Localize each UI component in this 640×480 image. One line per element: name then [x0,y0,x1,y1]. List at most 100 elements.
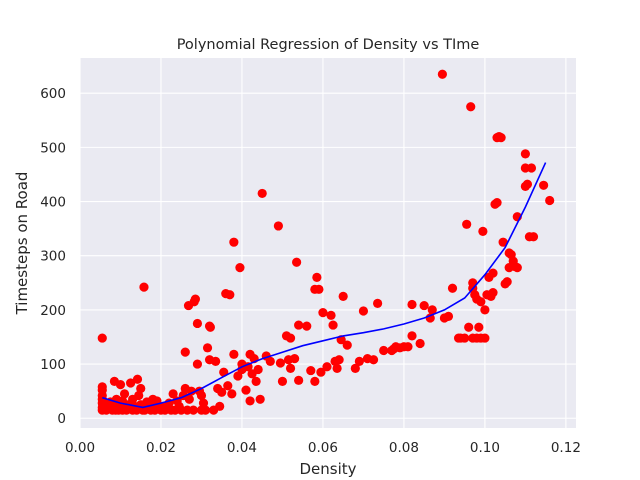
y-tick-label: 0 [57,411,66,427]
data-point [379,345,389,356]
data-point [265,356,275,366]
data-point [322,362,332,372]
data-point [211,356,221,366]
data-point [407,331,417,341]
data-point [462,219,472,229]
data-point [415,338,425,349]
data-point [196,390,207,401]
data-point [488,287,498,298]
data-point [545,195,555,206]
data-point [275,358,286,368]
data-point [528,232,539,242]
data-point [285,363,296,374]
data-point [294,320,304,330]
data-point [316,367,326,377]
data-point [466,102,476,112]
data-point [443,311,454,322]
data-point [241,385,251,395]
data-point [190,294,200,304]
chart-title: Polynomial Regression of Density vs TIme [177,37,480,53]
regression-line-group [102,162,547,409]
data-point [253,364,263,375]
data-point [328,320,338,330]
data-point [314,284,324,294]
data-point [245,396,255,406]
data-point [294,375,304,385]
data-point [539,180,549,190]
data-point [407,299,417,310]
y-tick-label: 600 [40,86,66,102]
data-point [289,354,300,364]
data-point [202,343,213,353]
data-point [310,376,320,387]
data-point [358,306,369,316]
x-tick-label: 0.00 [65,440,95,456]
data-point [427,305,437,315]
data-point [318,308,328,318]
data-point [447,283,458,293]
data-point [496,133,506,143]
x-tick-label: 0.04 [227,440,257,456]
y-tick-label: 100 [40,357,66,373]
x-tick-label: 0.08 [389,440,419,456]
data-point [235,263,245,273]
data-point [97,382,107,392]
x-tick-labels: 0.00 0.02 0.04 0.06 0.08 0.10 0.12 [65,440,581,456]
data-point [192,318,203,329]
data-point [184,394,194,404]
data-point [526,163,537,173]
y-tick-label: 200 [40,303,66,319]
data-point [97,333,107,343]
y-tick-label: 400 [40,195,66,211]
data-point [502,277,512,287]
x-tick-label: 0.12 [551,440,581,456]
data-point [326,310,336,320]
data-point [480,305,490,315]
grid-lines [79,58,576,428]
data-point [229,237,239,247]
data-point [119,389,130,399]
y-tick-label: 300 [40,249,66,265]
data-point [476,297,486,307]
data-point [480,333,490,343]
data-point [223,381,233,391]
data-point [437,69,447,79]
data-point [492,198,502,208]
data-point [255,394,265,404]
data-point [285,333,296,343]
data-point [419,300,429,311]
data-point [200,405,211,415]
data-point [478,226,488,236]
data-point [115,380,126,390]
data-point [312,272,322,282]
data-point [136,383,146,394]
data-point [520,149,530,159]
y-axis-label: Timesteps on Road [13,172,31,316]
data-point [460,333,470,343]
data-point [273,221,283,231]
data-point [198,398,209,408]
y-tick-labels: 0 100 200 300 400 500 600 [40,86,66,427]
data-point [498,237,508,247]
data-point [215,401,225,411]
x-axis-label: Density [299,460,356,478]
regression-line [102,162,547,409]
data-point [192,359,203,369]
data-point [168,389,178,399]
data-point [334,355,344,365]
data-point [474,322,484,332]
data-point [277,376,288,387]
x-tick-label: 0.10 [470,440,500,456]
data-point [139,282,149,292]
data-point [464,322,474,332]
data-point [373,298,383,309]
x-tick-label: 0.06 [308,440,338,456]
data-point [217,387,227,397]
data-point [126,378,136,388]
data-point [229,349,239,359]
data-point [132,374,143,384]
data-point [368,355,379,365]
data-point [180,347,190,357]
data-point [134,390,144,401]
